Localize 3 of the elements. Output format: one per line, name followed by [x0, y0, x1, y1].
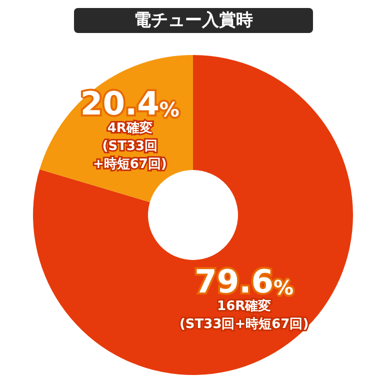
slice-label: 16R確変 (ST33回+時短67回): [179, 298, 309, 332]
chart-title: 電チュー入賞時: [134, 10, 253, 30]
slice-label: 4R確変 (ST33回 +時短67回): [92, 120, 167, 172]
